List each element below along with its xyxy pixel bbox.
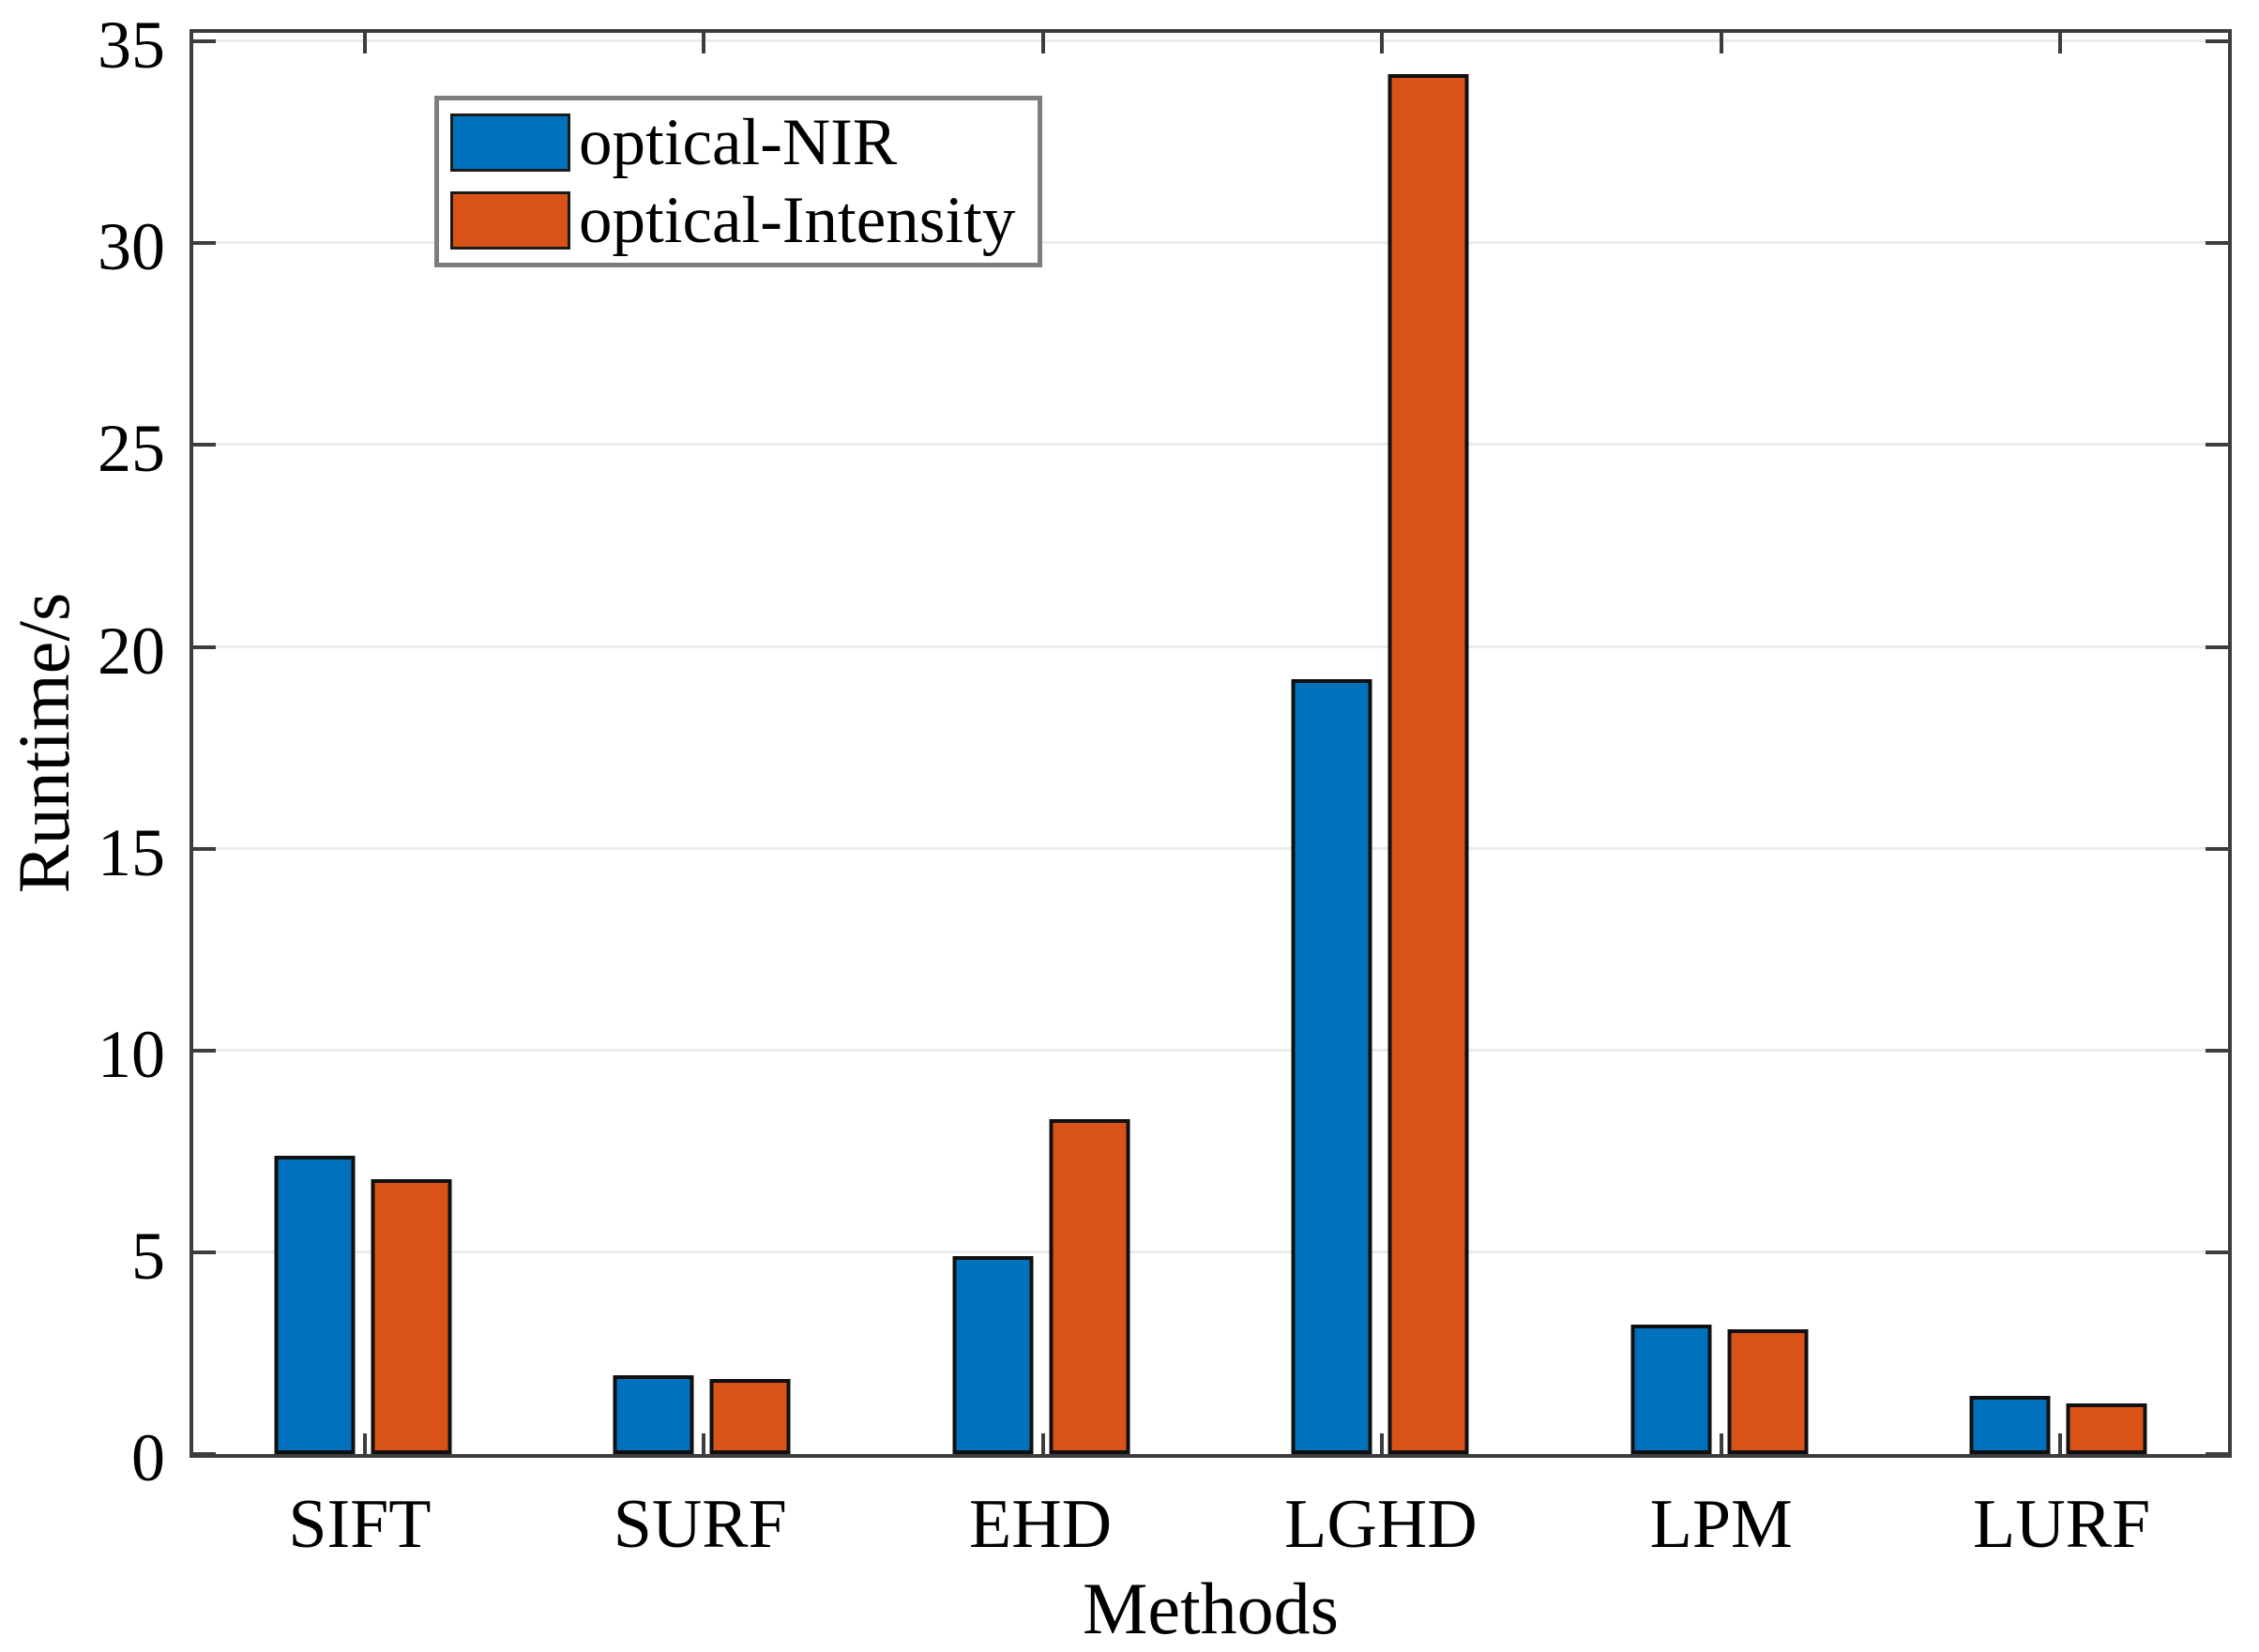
bar-EHD-optical-NIR bbox=[952, 1256, 1034, 1454]
gridline-25 bbox=[193, 443, 2228, 447]
bar-SIFT-optical-Intensity bbox=[371, 1179, 452, 1454]
plot-area: optical-NIR optical-Intensity bbox=[190, 29, 2232, 1458]
gridline-35 bbox=[193, 39, 2228, 43]
x-tick-label-EHD: EHD bbox=[969, 1486, 1113, 1563]
bar-group-EHD bbox=[952, 1119, 1130, 1454]
y-tick-label-0: 0 bbox=[131, 1420, 165, 1495]
x-axis-area: SIFT SURF EHD LGHD LPM LURF Methods bbox=[190, 1462, 2232, 1649]
legend-label-optical-Intensity: optical-Intensity bbox=[579, 183, 1016, 257]
legend-label-optical-NIR: optical-NIR bbox=[579, 105, 898, 179]
bar-group-LGHD bbox=[1291, 74, 1469, 1454]
bar-LURF-optical-NIR bbox=[1969, 1396, 2051, 1454]
bar-LGHD-optical-Intensity bbox=[1387, 74, 1469, 1454]
x-tick-top-LGHD bbox=[1380, 33, 1385, 53]
x-tick-top-SURF bbox=[702, 33, 706, 53]
y-tick-label-25: 25 bbox=[98, 411, 165, 487]
x-tick-bottom-EHD bbox=[1040, 1433, 1045, 1454]
y-tick-label-35: 35 bbox=[98, 8, 165, 83]
x-tick-top-SIFT bbox=[362, 33, 367, 53]
y-tick-labels: 0 5 10 15 20 25 30 35 bbox=[0, 11, 165, 1492]
y-tick-left-30 bbox=[193, 241, 216, 246]
y-tick-left-10 bbox=[193, 1048, 216, 1053]
x-tick-bottom-LURF bbox=[2058, 1433, 2063, 1454]
y-tick-right-30 bbox=[2206, 241, 2228, 246]
x-tick-bottom-SIFT bbox=[362, 1433, 367, 1454]
legend-entry-optical-NIR: optical-NIR bbox=[450, 104, 1038, 182]
bar-group-SIFT bbox=[274, 1156, 452, 1454]
x-tick-top-LPM bbox=[1719, 33, 1723, 53]
x-tick-bottom-SURF bbox=[702, 1433, 706, 1454]
y-tick-right-10 bbox=[2206, 1048, 2228, 1053]
x-tick-top-EHD bbox=[1040, 33, 1045, 53]
legend-swatch-optical-Intensity bbox=[450, 191, 570, 250]
x-axis-label: Methods bbox=[1083, 1568, 1339, 1649]
y-tick-right-20 bbox=[2206, 644, 2228, 649]
y-tick-right-0 bbox=[2206, 1452, 2228, 1456]
y-tick-label-20: 20 bbox=[98, 613, 165, 689]
y-tick-label-15: 15 bbox=[98, 814, 165, 890]
y-tick-left-0 bbox=[193, 1452, 216, 1456]
x-tick-label-SIFT: SIFT bbox=[288, 1486, 432, 1563]
bar-SIFT-optical-NIR bbox=[274, 1156, 356, 1454]
legend: optical-NIR optical-Intensity bbox=[434, 96, 1042, 267]
y-tick-right-15 bbox=[2206, 846, 2228, 851]
y-tick-left-35 bbox=[193, 39, 216, 44]
bar-group-LURF bbox=[1969, 1396, 2147, 1454]
gridline-5 bbox=[193, 1250, 2228, 1253]
x-tick-bottom-LGHD bbox=[1380, 1433, 1385, 1454]
gridline-10 bbox=[193, 1048, 2228, 1052]
y-tick-left-15 bbox=[193, 846, 216, 851]
bar-group-LPM bbox=[1630, 1325, 1809, 1454]
bar-group-SURF bbox=[613, 1375, 791, 1454]
x-tick-label-LURF: LURF bbox=[1973, 1486, 2151, 1563]
bar-LPM-optical-Intensity bbox=[1727, 1329, 1809, 1454]
x-tick-label-LPM: LPM bbox=[1649, 1486, 1793, 1563]
y-tick-label-10: 10 bbox=[98, 1016, 165, 1092]
y-tick-label-30: 30 bbox=[98, 209, 165, 285]
y-tick-left-25 bbox=[193, 443, 216, 447]
y-tick-left-20 bbox=[193, 644, 216, 649]
bar-SURF-optical-Intensity bbox=[709, 1379, 791, 1454]
x-tick-label-SURF: SURF bbox=[613, 1486, 787, 1563]
y-tick-right-5 bbox=[2206, 1250, 2228, 1254]
y-tick-left-5 bbox=[193, 1250, 216, 1254]
x-tick-top-LURF bbox=[2058, 33, 2063, 53]
legend-swatch-optical-NIR bbox=[450, 114, 570, 172]
legend-entry-optical-Intensity: optical-Intensity bbox=[450, 182, 1038, 260]
bar-SURF-optical-NIR bbox=[613, 1375, 694, 1454]
y-tick-right-35 bbox=[2206, 39, 2228, 44]
y-tick-right-25 bbox=[2206, 443, 2228, 447]
x-tick-label-LGHD: LGHD bbox=[1284, 1486, 1478, 1563]
bar-LGHD-optical-NIR bbox=[1291, 679, 1372, 1454]
bar-LURF-optical-Intensity bbox=[2066, 1403, 2147, 1454]
gridline-30 bbox=[193, 241, 2228, 245]
bar-EHD-optical-Intensity bbox=[1049, 1119, 1130, 1454]
y-tick-label-5: 5 bbox=[131, 1218, 165, 1294]
gridline-15 bbox=[193, 846, 2228, 850]
bar-LPM-optical-NIR bbox=[1630, 1325, 1712, 1454]
x-tick-bottom-LPM bbox=[1719, 1433, 1723, 1454]
gridline-20 bbox=[193, 644, 2228, 648]
